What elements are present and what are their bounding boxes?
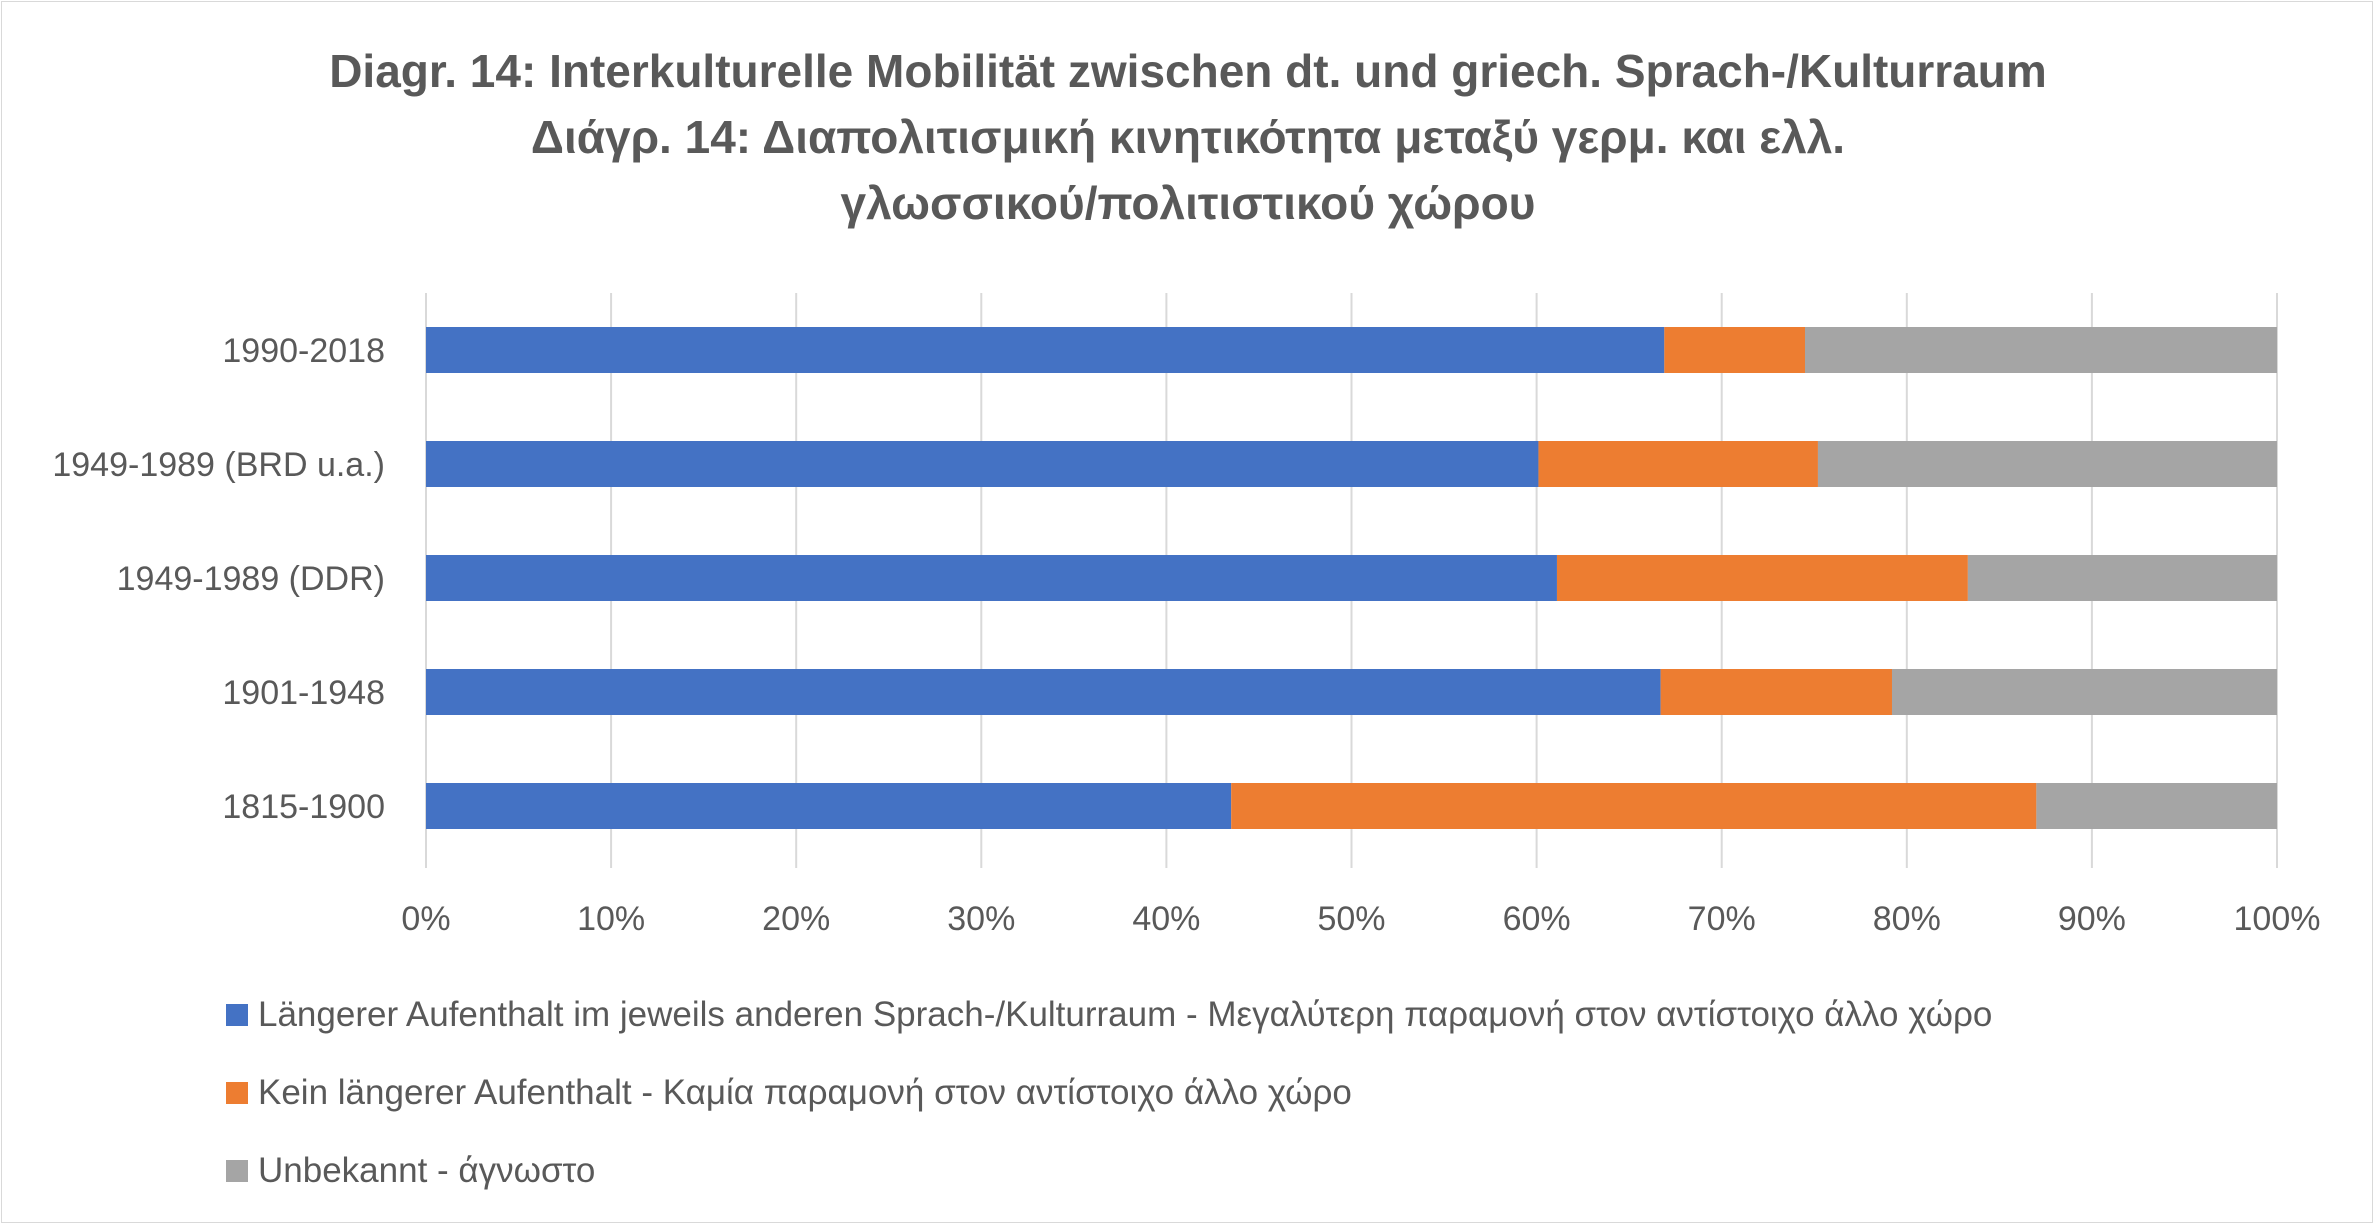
legend-label-no-stay: Kein längerer Aufenthalt - Καμία παραμον… <box>258 1073 1352 1112</box>
x-tick-label: 50% <box>1317 900 1385 938</box>
x-tick-label: 100% <box>2234 900 2321 938</box>
bar-1990-2018-series-2 <box>1664 327 1805 373</box>
legend-swatch-long-stay <box>226 1004 248 1026</box>
bar-1990-2018-series-3 <box>1804 327 2277 373</box>
legend-label-long-stay: Längerer Aufenthalt im jeweils anderen S… <box>258 995 1993 1034</box>
legend-item-long-stay: Längerer Aufenthalt im jeweils anderen S… <box>226 976 1992 1054</box>
bar-1949-1989-ddr-series-2 <box>1556 555 1968 601</box>
y-category-label: 1990-2018 <box>222 332 385 370</box>
y-category-label: 1949-1989 (DDR) <box>117 560 385 598</box>
bar-1901-1948-series-2 <box>1660 669 1892 715</box>
x-tick-label: 20% <box>762 900 830 938</box>
chart-title-line-3: γλωσσικού/πολιτιστικού χώρου <box>840 177 1536 229</box>
legend-label-unknown: Unbekannt - άγνωστο <box>258 1151 596 1190</box>
bar-1990-2018-series-1 <box>426 327 1665 373</box>
chart-title: Diagr. 14: Interkulturelle Mobilität zwi… <box>0 38 2376 236</box>
y-category-label: 1901-1948 <box>222 674 385 712</box>
bar-1949-1989-brd-u-a-series-1 <box>426 441 1539 487</box>
legend-item-no-stay: Kein längerer Aufenthalt - Καμία παραμον… <box>226 1054 1992 1132</box>
x-tick-label: 0% <box>401 900 450 938</box>
x-tick-label: 90% <box>2058 900 2126 938</box>
bar-1815-1900-series-3 <box>2036 783 2277 829</box>
chart-title-line-1: Diagr. 14: Interkulturelle Mobilität zwi… <box>329 45 2047 97</box>
x-tick-label: 10% <box>577 900 645 938</box>
y-category-label: 1815-1900 <box>222 788 385 826</box>
chart-title-line-2: Διάγρ. 14: Διαπολιτισμική κινητικότητα μ… <box>530 111 1846 163</box>
x-tick-label: 40% <box>1132 900 1200 938</box>
bar-1949-1989-brd-u-a-series-2 <box>1538 441 1818 487</box>
bar-1815-1900-series-1 <box>426 783 1232 829</box>
chart-legend: Längerer Aufenthalt im jeweils anderen S… <box>226 976 1992 1210</box>
legend-swatch-no-stay <box>226 1082 248 1104</box>
legend-swatch-unknown <box>226 1160 248 1182</box>
x-tick-label: 80% <box>1873 900 1941 938</box>
bar-1901-1948-series-3 <box>1891 669 2277 715</box>
bar-1949-1989-brd-u-a-series-3 <box>1817 441 2277 487</box>
bar-1949-1989-ddr-series-1 <box>426 555 1557 601</box>
x-tick-label: 70% <box>1688 900 1756 938</box>
bar-1815-1900-series-2 <box>1231 783 2037 829</box>
legend-item-unknown: Unbekannt - άγνωστο <box>226 1132 1992 1210</box>
bar-1949-1989-ddr-series-3 <box>1967 555 2277 601</box>
y-category-label: 1949-1989 (BRD u.a.) <box>52 446 385 484</box>
bar-1901-1948-series-1 <box>426 669 1661 715</box>
x-tick-label: 30% <box>947 900 1015 938</box>
x-tick-label: 60% <box>1503 900 1571 938</box>
